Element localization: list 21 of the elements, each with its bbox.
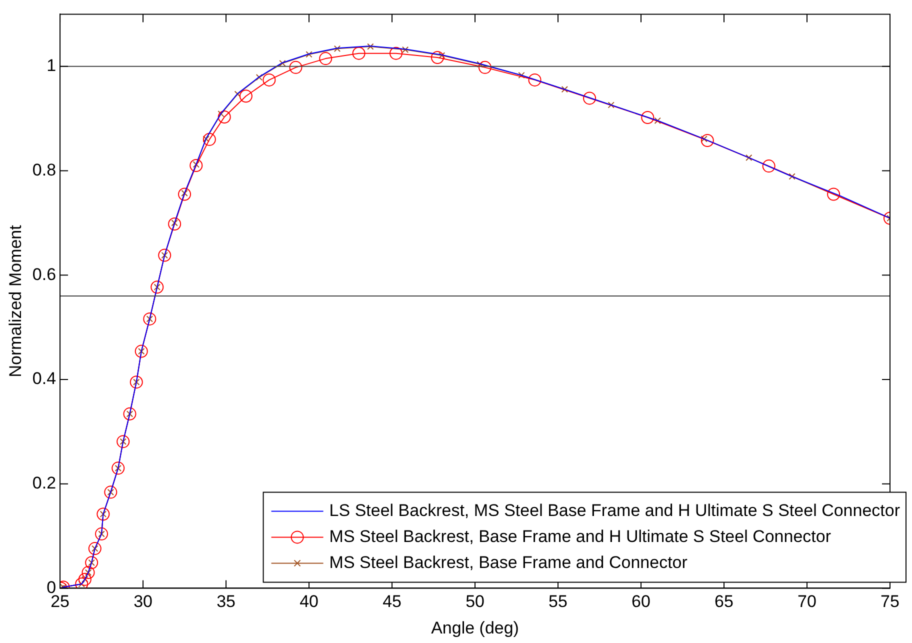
x-tick-label: 50 [466, 592, 484, 612]
x-tick-label: 40 [300, 592, 318, 612]
legend-label: MS Steel Backrest, Base Frame and Connector [329, 552, 688, 572]
y-tick-label: 0.2 [32, 474, 56, 493]
x-tick-label: 30 [134, 592, 152, 612]
x-tick-label: 45 [382, 592, 402, 612]
legend-label: MS Steel Backrest, Base Frame and H Ultimate S Steel Connector [329, 526, 832, 546]
x-tick-label: 65 [714, 592, 734, 612]
x-axis-title: Angle (deg) [431, 618, 519, 638]
x-tick-label: 60 [632, 592, 650, 612]
y-tick-label: 0.4 [32, 369, 56, 388]
legend-label: LS Steel Backrest, MS Steel Base Frame and H Ultimate S Steel Connector [329, 500, 900, 520]
x-tick-label: 35 [216, 592, 236, 612]
y-tick-label: 1 [46, 56, 56, 76]
y-tick-label: 0.6 [32, 264, 56, 284]
x-tick-label: 75 [880, 592, 900, 612]
x-tick-label: 55 [548, 592, 568, 612]
x-tick-label: 70 [798, 592, 816, 612]
y-axis-title: Normalized Moment [6, 224, 25, 378]
y-tick-label: 0.8 [32, 160, 56, 180]
x-tick-label: 25 [50, 592, 70, 612]
